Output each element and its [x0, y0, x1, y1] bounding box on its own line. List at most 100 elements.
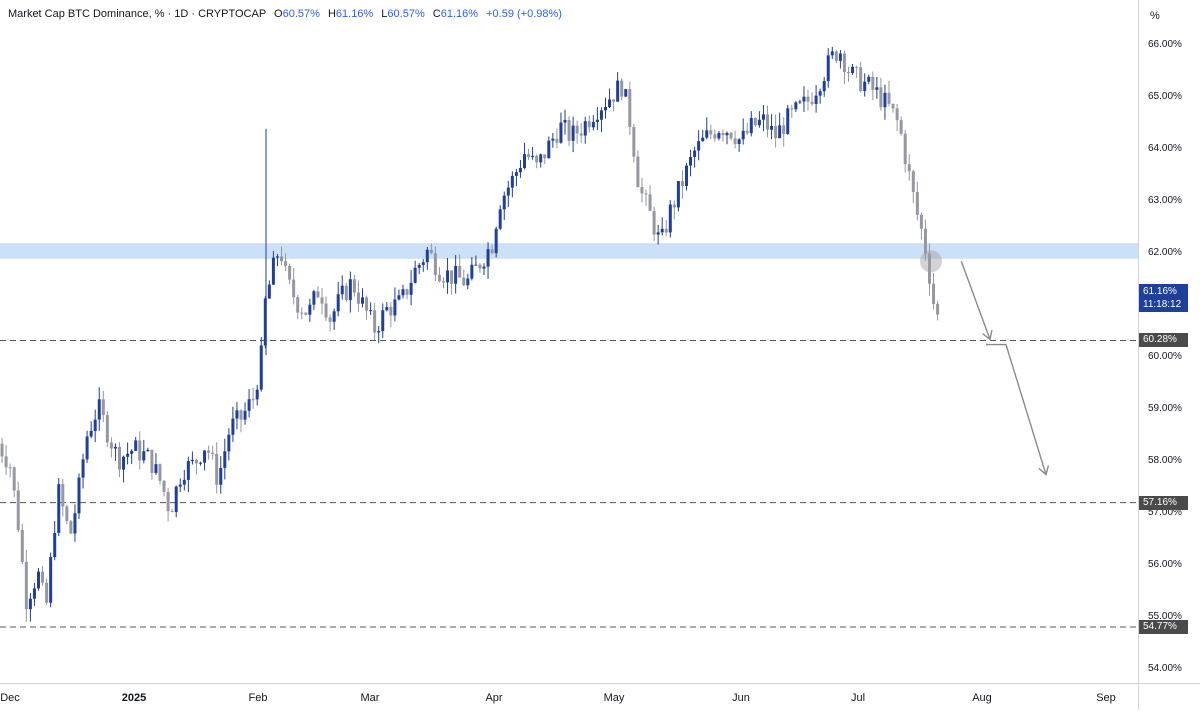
candle-down	[632, 127, 636, 157]
candle-up	[267, 284, 271, 299]
candle-down	[24, 561, 28, 610]
candle-up	[247, 399, 251, 411]
candle-up	[126, 453, 130, 457]
candle-up	[830, 51, 834, 56]
candle-down	[903, 133, 907, 165]
candle-down	[620, 80, 624, 97]
candle-up	[802, 96, 806, 102]
candle-down	[753, 118, 757, 126]
candle-down	[810, 101, 814, 104]
candle-up	[227, 434, 231, 452]
highlight-circle-marker	[920, 250, 942, 273]
candle-up	[559, 122, 563, 143]
candle-down	[936, 303, 940, 315]
candle-up	[749, 118, 753, 134]
candle-up	[263, 298, 267, 346]
candle-up	[77, 477, 81, 514]
candle-down	[105, 414, 109, 443]
candle-down	[928, 253, 931, 284]
candle-down	[680, 181, 684, 186]
candle-down	[895, 108, 899, 121]
candle-up	[446, 270, 450, 283]
candle-down	[774, 125, 778, 139]
candle-down	[69, 521, 73, 534]
candle-up	[599, 110, 603, 120]
price-tick-label: 58.00%	[1148, 455, 1182, 466]
candle-down	[296, 297, 300, 313]
candle-up	[737, 139, 741, 145]
candle-down	[932, 283, 936, 304]
candle-up	[498, 209, 502, 229]
candle-up	[255, 389, 259, 400]
level-tag-54-77: 54.77%	[1139, 619, 1188, 634]
candle-up	[275, 256, 279, 258]
price-tick-label: 54.00%	[1148, 663, 1182, 674]
candle-up	[174, 486, 178, 513]
candle-up	[482, 266, 486, 269]
candle-down	[118, 446, 121, 470]
candle-up	[243, 410, 247, 420]
candle-up	[502, 195, 506, 210]
candle-up	[89, 430, 93, 437]
candle-up	[604, 106, 607, 111]
chart-plot-area[interactable]: Market Cap BTC Dominance, % · 1D · CRYPT…	[0, 0, 1138, 683]
candlestick-chart[interactable]	[0, 0, 1138, 683]
candle-down	[109, 442, 113, 449]
candle-down	[4, 456, 8, 468]
candle-up	[770, 125, 774, 130]
candle-down	[450, 270, 454, 284]
candle-down	[356, 292, 360, 304]
candle-up	[332, 311, 336, 322]
candle-down	[280, 256, 283, 262]
candle-up	[413, 267, 417, 283]
time-scale[interactable]: Dec 2025 Feb Mar Apr May Jun Jul Aug Sep	[0, 683, 1138, 710]
candle-up	[595, 119, 599, 122]
candle-down	[652, 210, 656, 235]
candle-down	[16, 490, 20, 531]
current-price-tag: 61.16% 11:18:12	[1139, 283, 1188, 312]
candle-up	[523, 154, 526, 169]
candle-up	[199, 462, 202, 464]
candle-up	[717, 132, 721, 139]
scale-corner	[1138, 683, 1200, 710]
candle-up	[425, 249, 429, 263]
candle-down	[194, 459, 198, 464]
candle-down	[320, 297, 324, 304]
candle-up	[409, 282, 413, 295]
candle-down	[555, 138, 559, 143]
candle-down	[871, 76, 875, 90]
time-tick-label: May	[604, 692, 625, 704]
candle-down	[575, 125, 579, 134]
candle-down	[911, 171, 915, 193]
candle-up	[624, 89, 628, 97]
projection-arrow	[960, 261, 993, 341]
candle-up	[514, 172, 518, 176]
candle-up	[178, 484, 182, 487]
close-label: C	[432, 8, 441, 20]
candle-up	[340, 285, 344, 295]
candle-up	[37, 571, 40, 589]
candle-up	[875, 87, 879, 90]
price-tick-label: 62.00%	[1148, 247, 1182, 258]
time-tick-label: Sep	[1096, 692, 1116, 704]
time-tick-label: Aug	[972, 692, 992, 704]
candle-up	[53, 532, 57, 558]
candle-down	[923, 228, 927, 254]
candle-up	[336, 294, 340, 312]
candle-up	[693, 150, 697, 157]
candle-up	[798, 101, 802, 103]
low-label: L	[381, 8, 388, 20]
candle-up	[454, 266, 458, 284]
candle-up	[608, 99, 612, 107]
candle-up	[97, 399, 101, 420]
time-tick-label: Feb	[249, 692, 268, 704]
candle-up	[271, 257, 275, 285]
candle-up	[786, 108, 790, 135]
candle-down	[842, 53, 846, 73]
candle-up	[547, 140, 551, 159]
candle-down	[907, 164, 911, 172]
resistance-zone	[0, 243, 1138, 259]
candle-down	[101, 399, 105, 415]
level-tag-60-28: 60.28%	[1139, 333, 1188, 348]
candle-up	[85, 436, 89, 460]
